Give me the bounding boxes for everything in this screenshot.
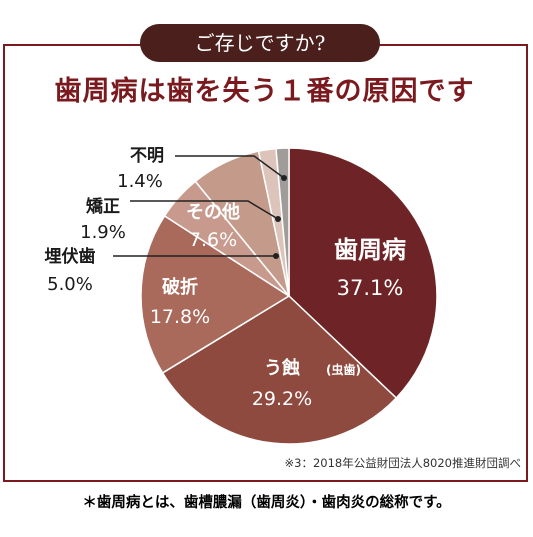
slice-label-sub-1: (虫歯) xyxy=(326,362,361,377)
source-note: ※3：2018年公益財団法人8020推進財団調べ xyxy=(284,456,521,470)
page-title: 歯周病は歯を失う１番の原因です xyxy=(54,76,475,107)
slice-label-value-1: 29.2% xyxy=(252,388,312,410)
header-badge: ご存じですか? xyxy=(140,24,380,62)
outside-label-name-3: 埋伏歯 xyxy=(45,246,96,267)
leader-dot-5 xyxy=(275,216,281,222)
slice-label-value-0: 37.1% xyxy=(337,276,404,300)
outside-label-value-3: 5.0% xyxy=(47,274,93,295)
pie-slice-1 xyxy=(161,295,398,445)
outside-label-name-6: 不明 xyxy=(130,146,164,166)
leader-line-6 xyxy=(175,155,285,179)
footnote: ＊歯周病とは、歯槽膿漏（歯周炎）・歯肉炎の総称です。 xyxy=(82,494,451,511)
outside-label-name-5: 矯正 xyxy=(86,196,120,217)
slice-label-name-0: 歯周病 xyxy=(334,236,406,264)
leader-dot-6 xyxy=(281,175,287,181)
slice-label-name-1: う蝕 xyxy=(264,357,300,379)
leader-dot-3 xyxy=(273,253,279,259)
slice-label-value-2: 17.8% xyxy=(150,306,210,328)
outside-label-value-6: 1.4% xyxy=(117,171,163,192)
slice-label-name-4: その他 xyxy=(186,201,240,223)
leader-line-5 xyxy=(130,200,279,220)
slice-label-value-4: 7.6% xyxy=(189,229,237,251)
pie-slice-6 xyxy=(275,147,290,297)
outside-label-value-5: 1.9% xyxy=(80,222,126,243)
slice-label-name-2: 破折 xyxy=(162,276,198,298)
pie-slice-0 xyxy=(288,147,438,400)
pie-slice-2 xyxy=(140,214,291,374)
